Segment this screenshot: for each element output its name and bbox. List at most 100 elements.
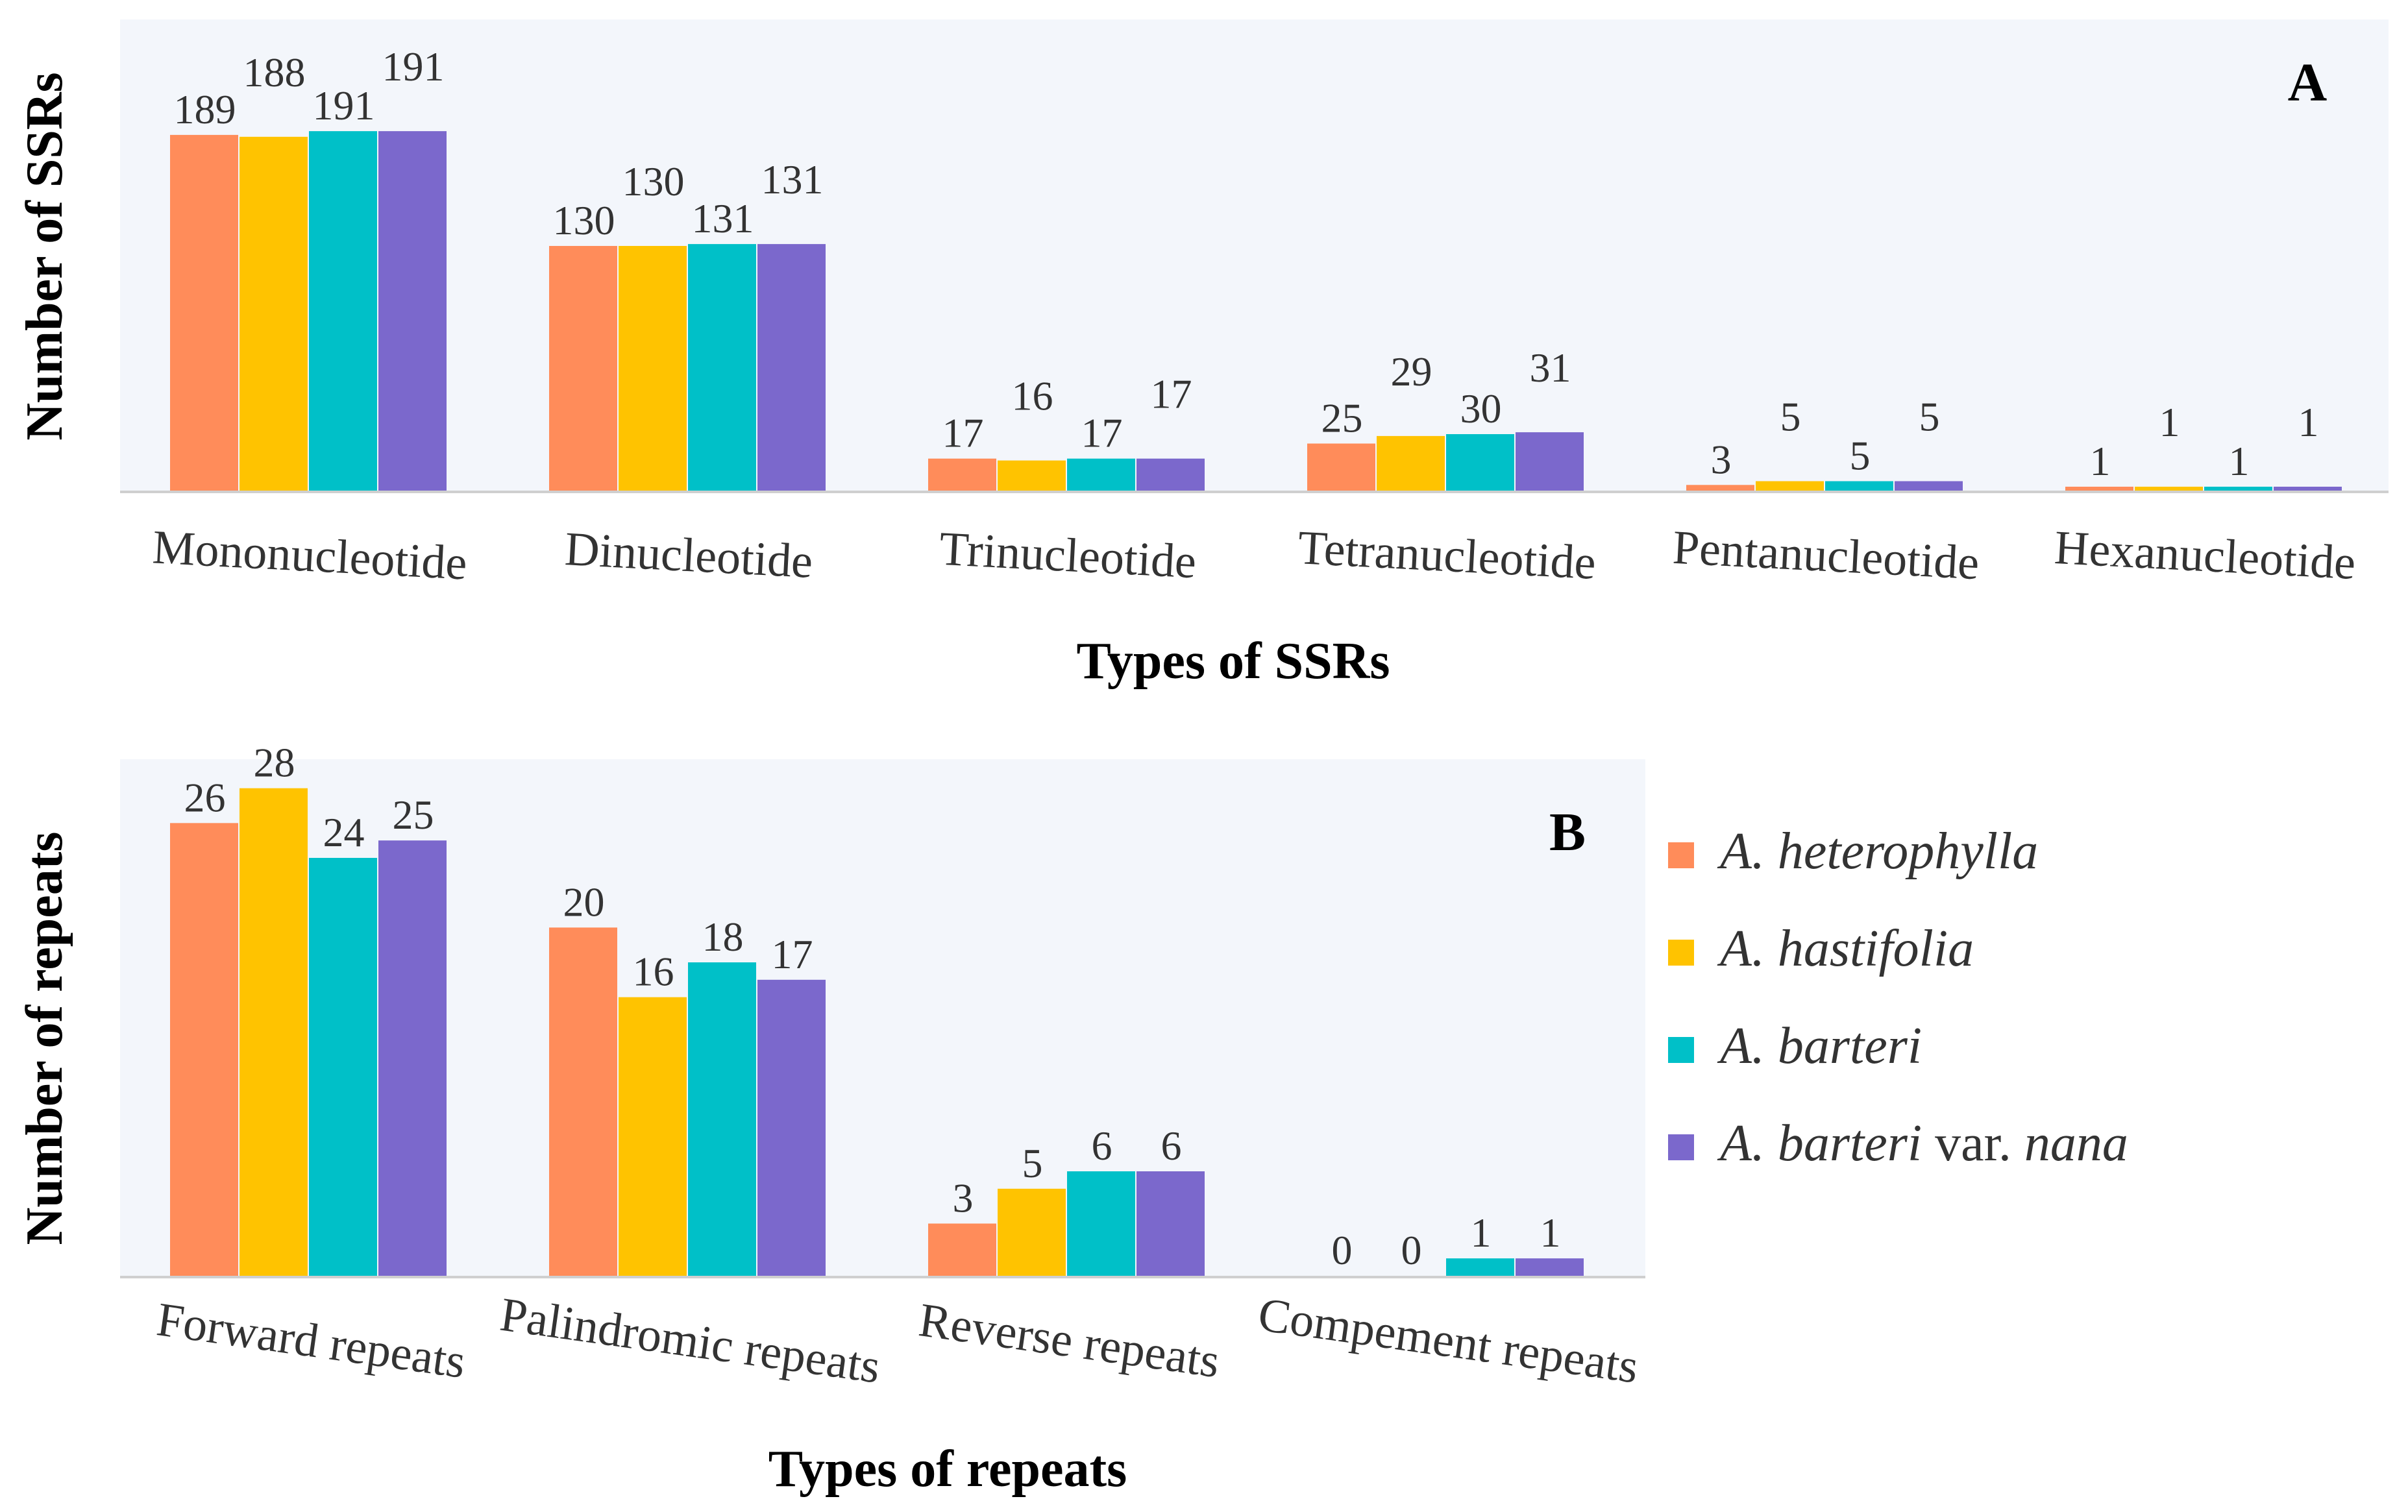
value-label: 131 xyxy=(692,195,754,241)
chart-a-bars xyxy=(170,131,2342,491)
value-label: 24 xyxy=(323,809,365,855)
category-label: Forward repeats xyxy=(154,1293,469,1389)
value-label: 28 xyxy=(254,740,295,786)
value-label: 20 xyxy=(563,879,605,925)
bar-forward-repeats-series-2 xyxy=(240,788,308,1276)
value-label: 0 xyxy=(1332,1227,1353,1273)
category-label: Pentanucleotide xyxy=(1671,521,1980,591)
category-label: Compement repeats xyxy=(1255,1288,1641,1394)
legend-label: A. barteri xyxy=(1717,1018,1922,1075)
bar-tetranucleotide-series-3 xyxy=(1446,434,1514,491)
category-label: Trinucleotide xyxy=(938,522,1198,589)
value-label: 5 xyxy=(1919,394,1940,440)
bar-dinucleotide-series-1 xyxy=(549,246,617,491)
bar-tetranucleotide-series-1 xyxy=(1307,443,1375,491)
bar-reverse-repeats-series-1 xyxy=(928,1223,996,1276)
bar-reverse-repeats-series-4 xyxy=(1136,1171,1205,1276)
value-label: 25 xyxy=(1321,395,1363,441)
value-label: 17 xyxy=(942,410,984,456)
bar-palindromic-repeats-series-2 xyxy=(619,997,687,1276)
bar-compement-repeats-series-4 xyxy=(1516,1258,1584,1276)
bar-dinucleotide-series-3 xyxy=(688,244,756,491)
value-label: 18 xyxy=(702,914,744,960)
value-label: 188 xyxy=(243,49,306,95)
chart-a-background xyxy=(120,19,2389,493)
chart-b-value-labels: 26 28 24 25 20 16 18 17 3 5 6 6 0 0 1 1 xyxy=(184,740,1561,1273)
legend-swatch xyxy=(1668,1134,1694,1160)
chart-b-x-axis-title: Types of repeats xyxy=(768,1441,1127,1498)
bar-palindromic-repeats-series-1 xyxy=(549,927,617,1276)
bar-palindromic-repeats-series-3 xyxy=(688,962,756,1276)
bar-tetranucleotide-series-2 xyxy=(1377,435,1445,491)
bar-mononucleotide-series-1 xyxy=(170,134,238,491)
chart-b-y-axis-title: Number of repeats xyxy=(16,832,73,1245)
bar-mononucleotide-series-3 xyxy=(309,131,377,491)
chart-b-panel-label: B xyxy=(1549,802,1586,862)
chart-a-x-axis-title: Types of SSRs xyxy=(1076,633,1390,690)
value-label: 189 xyxy=(174,86,236,132)
chart-b: 26 28 24 25 20 16 18 17 3 5 6 6 0 0 1 1 Forward repeats… xyxy=(16,740,1645,1498)
category-label: Dinucleotide xyxy=(563,522,814,589)
bar-pentanucleotide-series-4 xyxy=(1895,481,1963,491)
legend-swatch xyxy=(1668,1037,1694,1063)
value-label: 31 xyxy=(1530,345,1571,391)
legend-label: A. barteri var. nana xyxy=(1717,1115,2128,1172)
bar-hexanucleotide-series-2 xyxy=(2135,487,2203,491)
value-label: 6 xyxy=(1161,1123,1182,1169)
bar-mononucleotide-series-2 xyxy=(240,136,308,491)
value-label: 1 xyxy=(2298,399,2319,445)
category-label: Hexanucleotide xyxy=(2053,521,2357,590)
value-label: 3 xyxy=(1711,436,1732,482)
bar-dinucleotide-series-4 xyxy=(757,244,826,491)
value-label: 191 xyxy=(382,43,445,90)
value-label: 29 xyxy=(1391,348,1432,395)
legend: A. heterophylla A. hastifolia A. barteri A.… xyxy=(1668,823,2128,1172)
value-label: 5 xyxy=(1850,433,1871,479)
bar-dinucleotide-series-2 xyxy=(619,246,687,491)
bar-trinucleotide-series-1 xyxy=(928,458,996,491)
chart-a-category-labels: Mononucleotide Dinucleotide Trinucleotide T… xyxy=(151,520,2357,590)
bar-pentanucleotide-series-2 xyxy=(1756,481,1824,491)
bar-tetranucleotide-series-4 xyxy=(1516,432,1584,491)
value-label: 16 xyxy=(1012,373,1053,419)
bar-palindromic-repeats-series-4 xyxy=(757,979,826,1276)
bar-reverse-repeats-series-3 xyxy=(1067,1171,1135,1276)
bar-forward-repeats-series-4 xyxy=(378,840,447,1276)
value-label: 5 xyxy=(1022,1140,1043,1186)
value-label: 17 xyxy=(1081,410,1123,456)
value-label: 17 xyxy=(772,931,813,977)
value-label: 130 xyxy=(553,197,615,243)
value-label: 26 xyxy=(184,774,226,820)
chart-a-panel-label: A xyxy=(2288,53,2328,113)
bar-hexanucleotide-series-4 xyxy=(2274,487,2342,491)
value-label: 16 xyxy=(633,949,674,995)
value-label: 0 xyxy=(1401,1227,1422,1273)
value-label: 1 xyxy=(1540,1210,1561,1256)
category-label: Tetranucleotide xyxy=(1297,521,1597,590)
value-label: 1 xyxy=(2090,438,2111,484)
value-label: 1 xyxy=(2159,399,2180,445)
bar-hexanucleotide-series-3 xyxy=(2204,487,2272,491)
chart-b-category-labels: Forward repeats Palindromic repeats Revers… xyxy=(154,1288,1641,1394)
category-label: Reverse repeats xyxy=(916,1293,1223,1388)
bar-hexanucleotide-series-1 xyxy=(2065,487,2133,491)
value-label: 6 xyxy=(1092,1123,1112,1169)
chart-a-value-labels: 1891881911911301301311311716171725293031… xyxy=(174,43,2319,484)
bar-mononucleotide-series-4 xyxy=(378,131,447,491)
value-label: 17 xyxy=(1151,371,1192,417)
chart-a-y-axis-title: Number of SSRs xyxy=(16,72,73,441)
bar-trinucleotide-series-4 xyxy=(1136,458,1205,491)
category-label: Palindromic repeats xyxy=(497,1288,883,1394)
chart-b-bars xyxy=(170,788,1584,1276)
bar-pentanucleotide-series-3 xyxy=(1825,481,1893,491)
value-label: 1 xyxy=(1471,1210,1492,1256)
bar-trinucleotide-series-3 xyxy=(1067,458,1135,491)
value-label: 1 xyxy=(2229,438,2250,484)
bar-pentanucleotide-series-1 xyxy=(1686,485,1754,491)
chart-a: 1891881911911301301311311716171725293031… xyxy=(16,19,2389,690)
legend-swatch xyxy=(1668,842,1694,868)
value-label: 130 xyxy=(622,158,685,204)
value-label: 191 xyxy=(313,82,375,128)
value-label: 25 xyxy=(393,792,434,838)
